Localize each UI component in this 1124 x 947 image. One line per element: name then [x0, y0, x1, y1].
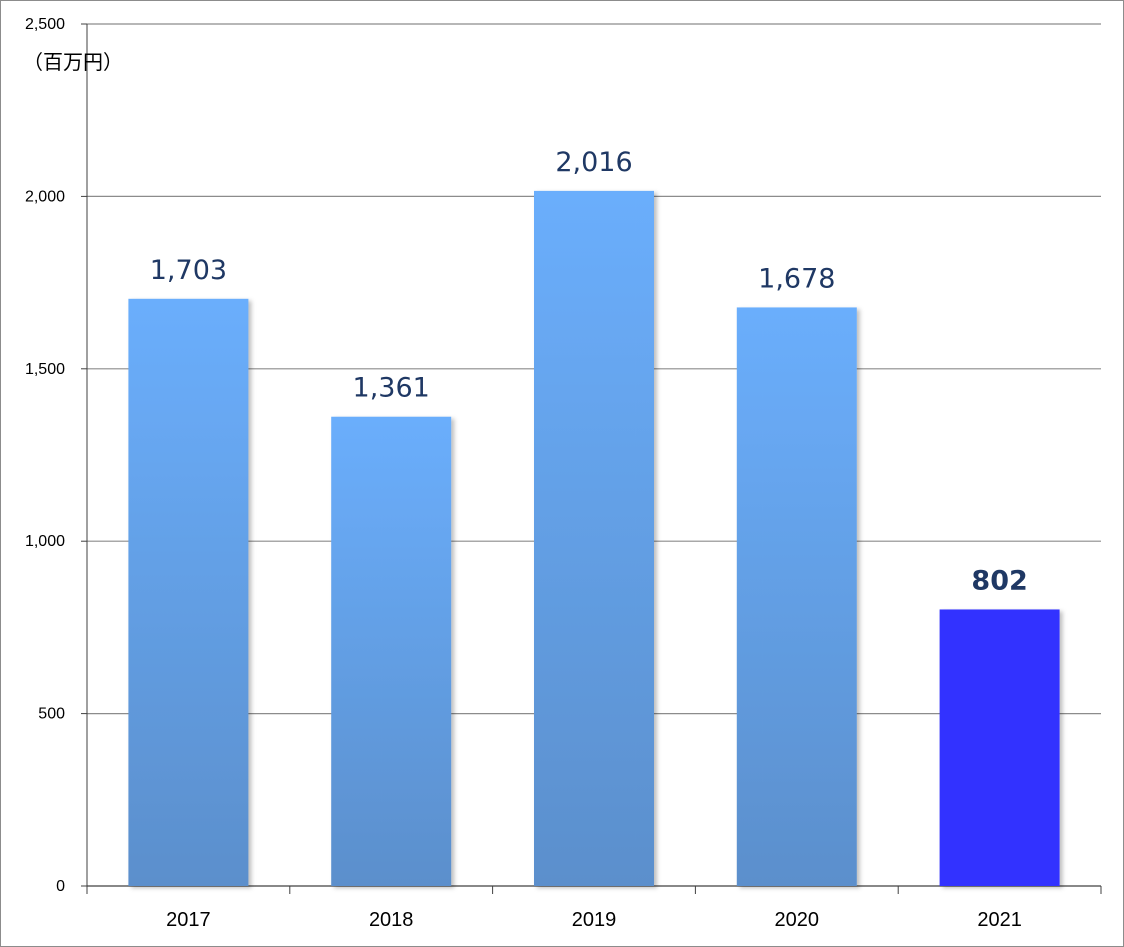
bar-2020 — [736, 307, 857, 886]
value-label-2021: 802 — [971, 565, 1027, 596]
bars — [128, 190, 1060, 887]
y-tick-label: 0 — [56, 878, 65, 895]
x-tick-label-2020: 2020 — [775, 909, 820, 931]
bar-2021 — [939, 609, 1060, 886]
y-tick-label: 2,000 — [25, 188, 65, 205]
bar-2019 — [534, 190, 654, 887]
value-label-2020: 1,678 — [758, 263, 835, 294]
x-tick-label-2018: 2018 — [369, 909, 414, 931]
bar-2017 — [128, 298, 249, 886]
x-tick-label-2019: 2019 — [572, 909, 617, 931]
bar-2018 — [331, 416, 452, 886]
y-tick-label: 1,500 — [25, 361, 65, 378]
value-label-2017: 1,703 — [150, 255, 227, 286]
x-tick-label-2017: 2017 — [166, 909, 211, 931]
value-labels: 1,703 1,361 2,016 1,678 802 — [150, 147, 1028, 597]
value-label-2019: 2,016 — [555, 147, 632, 178]
y-tick-label: 500 — [38, 706, 65, 723]
axes: 0 500 1,000 1,500 2,000 2,500 2017 2018 2019 2020… — [25, 16, 1102, 931]
y-tick-label: 1,000 — [25, 533, 65, 550]
x-tick-label-2021: 2021 — [977, 909, 1022, 931]
unit-label: （百万円） — [23, 50, 123, 74]
value-label-2018: 1,361 — [353, 373, 430, 404]
y-tick-label: 2,500 — [25, 16, 65, 33]
